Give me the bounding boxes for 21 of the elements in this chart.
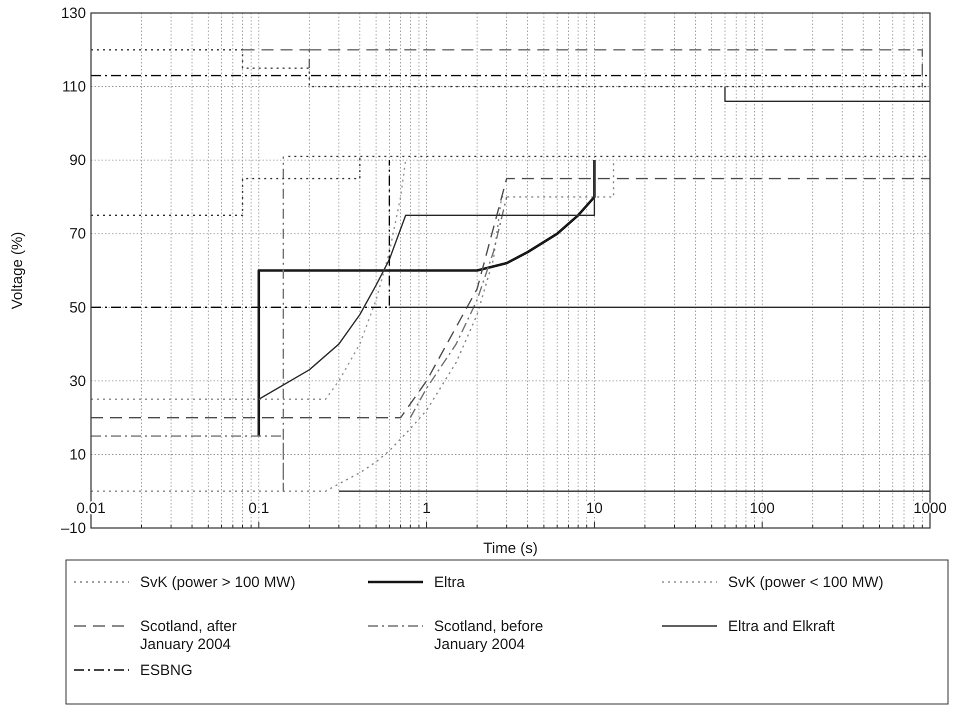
y-tick-label: 130 xyxy=(60,5,86,22)
legend-label: Eltra and Elkraft xyxy=(728,618,836,635)
y-tick-label: 70 xyxy=(69,226,86,243)
legend-label: SvK (power < 100 MW) xyxy=(728,574,884,591)
legend-label: SvK (power > 100 MW) xyxy=(140,574,296,591)
x-tick-label: 100 xyxy=(750,500,775,518)
legend-label: Scotland, after January 2004 xyxy=(140,618,237,653)
x-axis-title: Time (s) xyxy=(483,540,538,557)
y-tick-label: 30 xyxy=(69,372,86,390)
y-axis-title: Voltage (%) xyxy=(9,232,26,310)
y-tick-label: 10 xyxy=(69,446,86,464)
y-tick-label: 90 xyxy=(69,152,86,170)
y-tick-label: 50 xyxy=(69,299,86,316)
y-tick-label: –10 xyxy=(60,520,86,537)
legend-label: Eltra xyxy=(434,574,466,591)
x-tick-label: 10 xyxy=(586,500,603,518)
legend-label: Scotland, before January 2004 xyxy=(434,618,544,653)
x-tick-label: 0.1 xyxy=(248,500,270,518)
x-tick-label: 1 xyxy=(422,500,431,518)
legend-label: ESBNG xyxy=(140,662,193,679)
y-tick-label: 110 xyxy=(62,78,86,96)
